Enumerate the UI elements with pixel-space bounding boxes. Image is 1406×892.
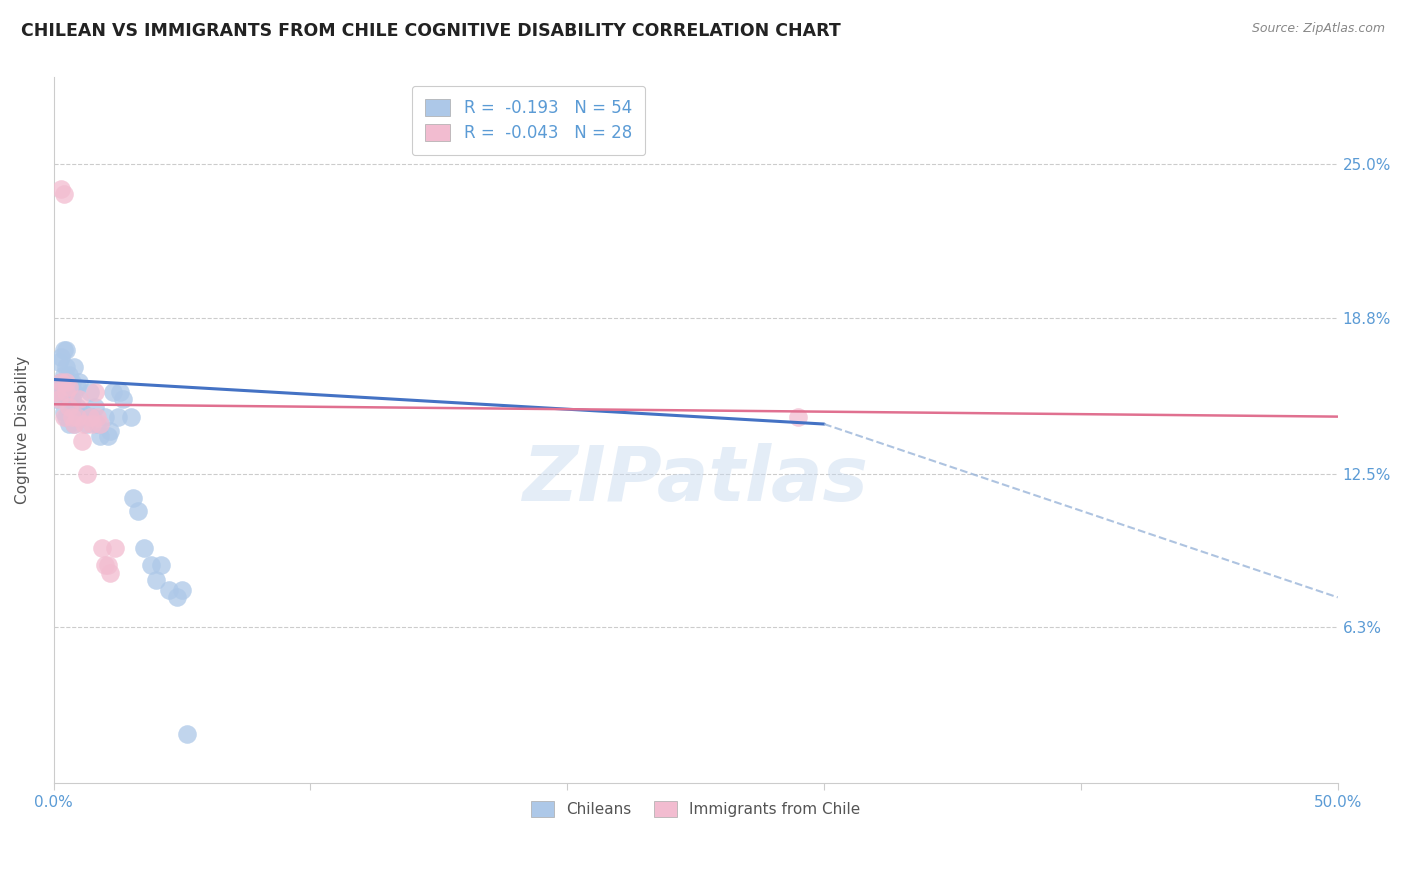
Point <box>104 541 127 555</box>
Point <box>52 343 75 357</box>
Point <box>66 380 89 394</box>
Point <box>55 375 77 389</box>
Point <box>52 186 75 201</box>
Point <box>63 417 86 431</box>
Point <box>787 409 810 424</box>
Point <box>55 409 77 424</box>
Text: Source: ZipAtlas.com: Source: ZipAtlas.com <box>1251 22 1385 36</box>
Point <box>110 384 132 399</box>
Point <box>51 350 73 364</box>
Point <box>67 392 90 407</box>
Point <box>101 384 124 399</box>
Text: ZIPatlas: ZIPatlas <box>523 442 869 516</box>
Point <box>122 491 145 506</box>
Point <box>82 409 104 424</box>
Point <box>58 380 80 394</box>
Point <box>79 409 101 424</box>
Point <box>51 182 73 196</box>
Point <box>60 392 83 407</box>
Point <box>52 368 75 382</box>
Point <box>51 384 73 399</box>
Point <box>79 384 101 399</box>
Point <box>60 375 83 389</box>
Point <box>76 417 98 431</box>
Point <box>45 384 67 399</box>
Point <box>70 434 93 449</box>
Point <box>98 425 121 439</box>
Point <box>67 375 90 389</box>
Point <box>166 591 188 605</box>
Point <box>107 409 129 424</box>
Point <box>55 343 77 357</box>
Point <box>83 384 105 399</box>
Point <box>73 409 96 424</box>
Point <box>82 417 104 431</box>
Point <box>55 360 77 375</box>
Point <box>132 541 155 555</box>
Point <box>111 392 134 407</box>
Text: CHILEAN VS IMMIGRANTS FROM CHILE COGNITIVE DISABILITY CORRELATION CHART: CHILEAN VS IMMIGRANTS FROM CHILE COGNITI… <box>21 22 841 40</box>
Point <box>89 417 111 431</box>
Point <box>48 380 70 394</box>
Y-axis label: Cognitive Disability: Cognitive Disability <box>15 356 30 504</box>
Point <box>94 409 117 424</box>
Point <box>52 384 75 399</box>
Point <box>73 417 96 431</box>
Point <box>66 400 89 414</box>
Point <box>48 392 70 407</box>
Point <box>58 392 80 407</box>
Point <box>120 409 142 424</box>
Legend: Chileans, Immigrants from Chile: Chileans, Immigrants from Chile <box>523 794 868 825</box>
Point <box>176 726 198 740</box>
Point <box>170 582 193 597</box>
Point <box>63 360 86 375</box>
Point <box>55 384 77 399</box>
Point <box>58 368 80 382</box>
Point <box>86 417 108 431</box>
Point <box>60 409 83 424</box>
Point <box>63 417 86 431</box>
Point <box>63 384 86 399</box>
Point <box>157 582 180 597</box>
Point <box>66 409 89 424</box>
Point <box>98 566 121 580</box>
Point <box>141 558 163 573</box>
Point <box>58 417 80 431</box>
Point <box>86 409 108 424</box>
Point <box>70 405 93 419</box>
Point <box>83 400 105 414</box>
Point <box>55 384 77 399</box>
Point <box>67 409 90 424</box>
Point <box>52 409 75 424</box>
Point <box>48 355 70 369</box>
Point <box>91 541 114 555</box>
Point <box>96 429 118 443</box>
Point <box>60 409 83 424</box>
Point <box>51 375 73 389</box>
Point <box>89 429 111 443</box>
Point <box>94 558 117 573</box>
Point <box>145 573 167 587</box>
Point <box>52 405 75 419</box>
Point <box>45 392 67 407</box>
Point <box>76 467 98 481</box>
Point <box>96 558 118 573</box>
Point <box>127 504 149 518</box>
Point <box>55 375 77 389</box>
Point <box>150 558 173 573</box>
Point <box>58 400 80 414</box>
Point <box>51 375 73 389</box>
